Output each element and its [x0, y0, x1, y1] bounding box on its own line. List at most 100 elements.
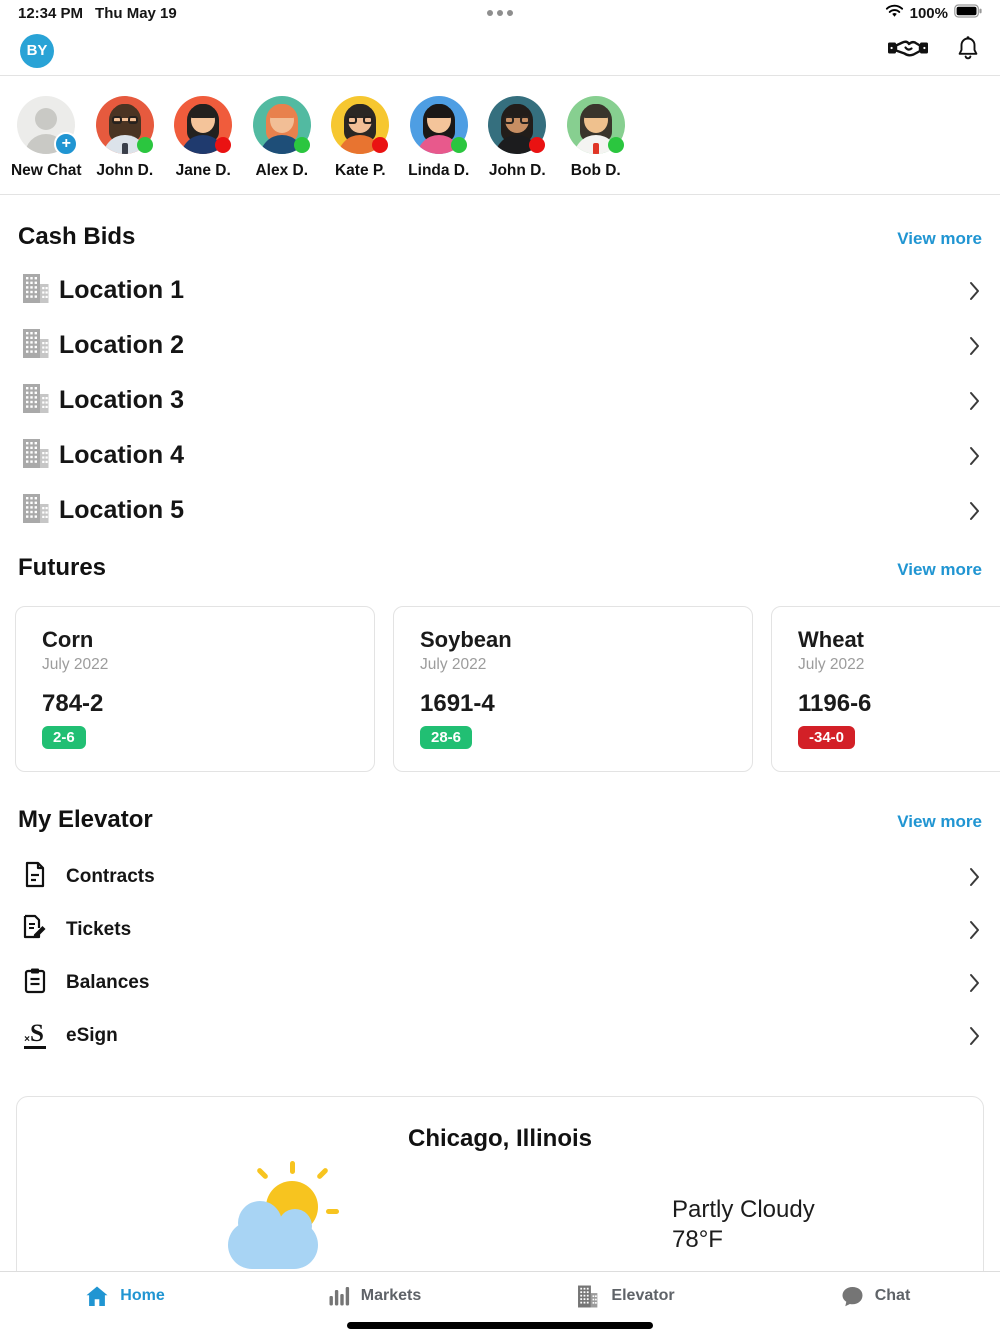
status-dot: [372, 137, 389, 153]
contract-month: July 2022: [798, 656, 865, 673]
bell-icon[interactable]: [956, 35, 980, 66]
building-icon: [20, 327, 51, 365]
contact-name: Alex D.: [255, 162, 309, 179]
contact-avatar: +: [488, 96, 547, 154]
document-pencil-icon: [22, 914, 48, 946]
contact-item[interactable]: + Jane D.: [164, 96, 243, 180]
location-row[interactable]: Location 5: [0, 483, 1000, 538]
location-name: Location 4: [59, 441, 185, 469]
clock: 12:34 PM: [18, 4, 84, 22]
contact-avatar: +: [174, 96, 233, 154]
location-name: Location 5: [59, 496, 185, 524]
location-list: Location 1 Location 2 Location 3 Locatio…: [0, 263, 1000, 538]
change-badge: 28-6: [420, 726, 473, 749]
my-elevator-item-label: eSign: [66, 1024, 118, 1046]
contact-item[interactable]: + Alex D.: [243, 96, 322, 180]
my-elevator-row[interactable]: ×S Tickets: [0, 903, 1000, 956]
tab-item[interactable]: Elevator: [500, 1272, 750, 1334]
building-icon: [20, 437, 51, 475]
contact-item[interactable]: + John D.: [86, 96, 165, 180]
price-value: 1196-6: [798, 690, 872, 717]
status-dot: [450, 137, 467, 153]
chevron-right-icon: [969, 501, 980, 521]
status-bar: 12:34 PM Thu May 19 100%: [0, 0, 1000, 26]
my-elevator-item-label: Contracts: [66, 865, 155, 887]
contact-avatar: +: [409, 96, 468, 154]
handshake-icon[interactable]: [888, 36, 928, 65]
futures-card[interactable]: Corn July 2022 784-2 2-6: [15, 606, 375, 772]
contact-name: Kate P.: [334, 162, 386, 179]
futures-card-list: Corn July 2022 784-2 2-6 Soybean July 20…: [15, 606, 1000, 772]
my-elevator-row[interactable]: ×S Contracts: [0, 850, 1000, 903]
location-name: Location 2: [59, 331, 185, 359]
status-dot: [215, 137, 232, 153]
futures-card[interactable]: Wheat July 2022 1196-6 -34-0: [771, 606, 1000, 772]
my-elevator-view-more-link[interactable]: View more: [897, 812, 982, 831]
date: Thu May 19: [95, 4, 177, 22]
document-icon: [23, 861, 47, 893]
commodity-name: Corn: [42, 627, 94, 652]
contact-avatar: +: [566, 96, 625, 154]
glasses-icon: [111, 116, 138, 124]
futures-view-more-link[interactable]: View more: [897, 560, 982, 579]
weather-card: Chicago, Illinois Partly Cloudy 78°F: [16, 1096, 984, 1296]
contact-item[interactable]: + Linda D.: [400, 96, 479, 180]
battery-percent: 100%: [909, 4, 948, 22]
tab-item[interactable]: Chat: [750, 1272, 1000, 1334]
cash-bids-view-more-link[interactable]: View more: [897, 229, 982, 248]
status-dot: [293, 137, 310, 153]
commodity-name: Wheat: [798, 627, 864, 652]
building-icon: [20, 492, 51, 530]
chat-bubble-icon: [840, 1285, 864, 1308]
cloud-icon: [228, 1201, 318, 1269]
glasses-icon: [504, 116, 531, 124]
commodity-name: Soybean: [420, 627, 512, 652]
my-elevator-header: My Elevator View more: [0, 806, 1000, 834]
home-icon: [85, 1285, 109, 1307]
location-row[interactable]: Location 2: [0, 318, 1000, 373]
home-indicator[interactable]: [347, 1322, 653, 1329]
chevron-right-icon: [969, 281, 980, 301]
contact-item[interactable]: + John D.: [478, 96, 557, 180]
my-elevator-item-label: Tickets: [66, 918, 132, 940]
location-row[interactable]: Location 3: [0, 373, 1000, 428]
my-elevator-row[interactable]: × S eSign: [0, 1009, 1000, 1062]
tab-item[interactable]: Markets: [250, 1272, 500, 1334]
contact-item[interactable]: + Bob D.: [557, 96, 636, 180]
chevron-right-icon: [969, 920, 980, 940]
contact-name: New Chat: [10, 162, 82, 179]
futures-card[interactable]: Soybean July 2022 1691-4 28-6: [393, 606, 753, 772]
building-icon: [20, 382, 51, 420]
my-elevator-list: ×S Contracts ×S Tickets ×S: [0, 850, 1000, 1062]
location-row[interactable]: Location 1: [0, 263, 1000, 318]
price-value: 784-2: [42, 690, 104, 717]
location-row[interactable]: Location 4: [0, 428, 1000, 483]
contact-name: John D.: [488, 162, 546, 179]
status-dot: [529, 137, 546, 153]
location-name: Location 3: [59, 386, 185, 414]
clipboard-icon: [23, 967, 47, 999]
chevron-right-icon: [969, 446, 980, 466]
app-header: BY: [0, 26, 1000, 76]
contact-name: Jane D.: [175, 162, 231, 179]
profile-avatar[interactable]: BY: [20, 33, 54, 68]
contact-name: Bob D.: [570, 162, 621, 179]
contact-name: John D.: [96, 162, 154, 179]
partly-cloudy-icon: [212, 1159, 342, 1279]
contract-month: July 2022: [420, 656, 487, 673]
contact-item[interactable]: + Kate P.: [321, 96, 400, 180]
multitask-dots-icon: [487, 10, 513, 16]
glasses-icon: [347, 116, 374, 124]
section-title-my-elevator: My Elevator: [18, 806, 153, 833]
my-elevator-row[interactable]: ×S Balances: [0, 956, 1000, 1009]
weather-temperature: 78°F: [672, 1226, 723, 1253]
contact-item[interactable]: + New Chat: [7, 96, 86, 180]
tab-label: Home: [120, 1287, 165, 1304]
status-dot: [607, 137, 624, 153]
contact-avatar: +: [17, 96, 79, 156]
building-icon: [575, 1284, 600, 1309]
tab-label: Markets: [360, 1287, 422, 1304]
price-value: 1691-4: [420, 690, 495, 717]
change-badge: 2-6: [42, 726, 86, 749]
tab-item[interactable]: Home: [0, 1272, 250, 1334]
